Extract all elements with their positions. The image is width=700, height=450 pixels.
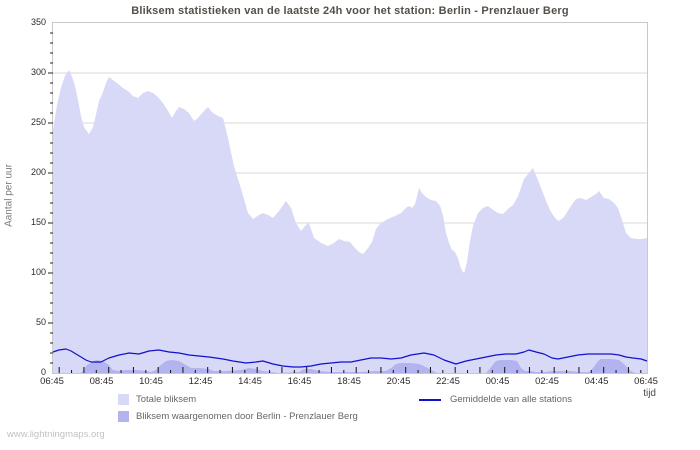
x-tick-label-2: 10:45: [139, 376, 163, 387]
legend-line-average-icon: [419, 399, 441, 401]
y-tick-label-200: 200: [30, 167, 46, 177]
x-tick-label-6: 18:45: [337, 376, 361, 387]
x-tick-label-0: 06:45: [40, 376, 64, 387]
y-tick-label-0: 0: [40, 367, 46, 377]
x-tick-label-3: 12:45: [188, 376, 213, 387]
series-area-1: [53, 359, 647, 373]
legend-swatch-total-area: [118, 394, 129, 405]
y-tick-label-350: 350: [30, 17, 46, 27]
y-axis-title: Aantal per uur: [3, 164, 15, 227]
chart-svg: [48, 32, 648, 373]
series-area-0: [53, 70, 647, 373]
watermark-text: www.lightningmaps.org: [7, 429, 105, 440]
x-tick-label-9: 00:45: [485, 376, 510, 387]
series-line-2: [52, 348, 648, 368]
y-tick-label-300: 300: [30, 67, 46, 77]
x-tick-label-10: 02:45: [535, 376, 559, 387]
x-tick-label-1: 08:45: [89, 376, 114, 387]
x-tick-label-8: 22:45: [436, 376, 460, 387]
x-tick-label-7: 20:45: [386, 376, 411, 387]
legend-label-average: Gemiddelde van alle stations: [450, 394, 572, 405]
y-tick-label-100: 100: [30, 267, 46, 277]
x-tick-label-11: 04:45: [584, 376, 609, 387]
plot-area: [48, 22, 648, 374]
chart-title: Bliksem statistieken van de laatste 24h …: [131, 5, 569, 17]
x-axis-title: tijd: [643, 388, 656, 399]
y-tick-label-250: 250: [30, 117, 46, 127]
legend-label-station: Bliksem waargenomen door Berlin - Prenzl…: [136, 411, 358, 422]
x-tick-label-5: 16:45: [287, 376, 312, 387]
x-tick-label-12: 06:45: [634, 376, 658, 387]
legend-label-total: Totale bliksem: [136, 394, 197, 405]
legend-swatch-station-area: [118, 411, 129, 422]
y-tick-label-50: 50: [35, 317, 46, 327]
x-tick-label-4: 14:45: [238, 376, 262, 387]
y-tick-label-150: 150: [30, 217, 46, 227]
